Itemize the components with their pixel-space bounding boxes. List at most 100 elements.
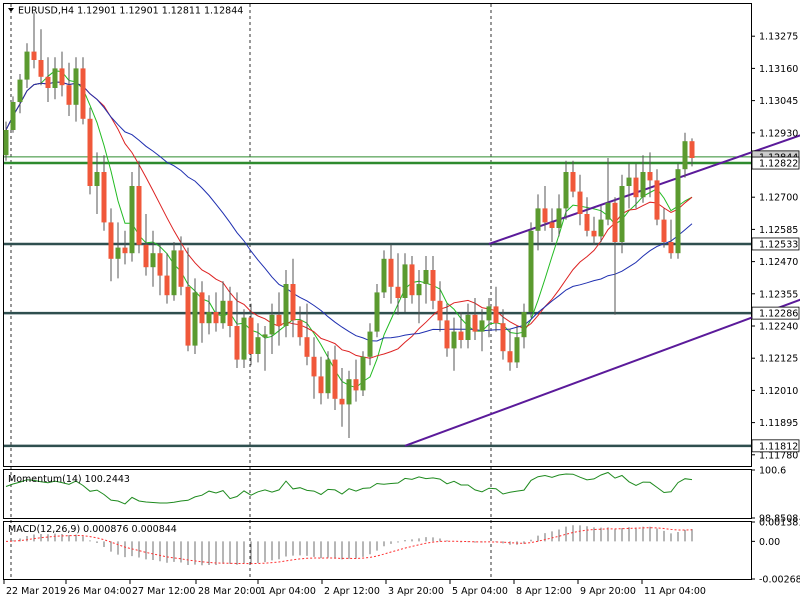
candle xyxy=(668,219,674,259)
y-tick-label: 1.12240 xyxy=(759,322,798,333)
candle-body xyxy=(605,202,611,220)
price-axis: 1.13275 1.13160 1.13045 1.12930 1.12700 1.125… xyxy=(751,32,798,461)
candle xyxy=(682,132,688,178)
candle-body xyxy=(507,351,513,363)
candle-body xyxy=(542,208,548,223)
candle-body xyxy=(185,286,191,346)
candle-body xyxy=(682,141,688,170)
level-label: 1.12822 xyxy=(751,156,800,170)
candle-body xyxy=(472,314,478,332)
macd-y-tick-label: 0.00 xyxy=(759,537,780,548)
candle-body xyxy=(206,312,212,324)
candle-body xyxy=(584,214,590,231)
candle-body xyxy=(143,244,149,268)
candle-body xyxy=(633,177,639,198)
candle xyxy=(486,298,492,338)
candle xyxy=(584,197,590,237)
candle xyxy=(661,208,667,248)
candle xyxy=(360,351,366,396)
candle xyxy=(612,197,618,315)
candle-body xyxy=(479,320,485,332)
candle-body xyxy=(514,337,520,363)
y-tick-label: 1.12930 xyxy=(759,128,798,139)
candle-body xyxy=(262,334,268,338)
candle-body xyxy=(500,323,506,352)
candle xyxy=(556,194,562,237)
candle-body xyxy=(423,270,429,284)
candle xyxy=(325,351,331,399)
candle-body xyxy=(458,331,464,340)
momentum-line xyxy=(5,471,693,505)
y-tick-label: 1.12125 xyxy=(759,354,798,365)
level-label-text: 1.12822 xyxy=(759,159,798,170)
x-tick-label: 27 Mar 12:00 xyxy=(132,586,195,597)
candle xyxy=(178,236,184,296)
candle-body xyxy=(570,172,576,192)
candle xyxy=(17,74,23,114)
candle xyxy=(570,160,576,198)
candle xyxy=(654,169,660,226)
candle-body xyxy=(360,356,366,391)
candle xyxy=(675,163,681,259)
candle xyxy=(262,326,268,371)
candle xyxy=(206,295,212,335)
candle xyxy=(633,163,639,209)
candle-body xyxy=(409,264,415,296)
candle-body xyxy=(675,169,681,254)
candle-body xyxy=(38,60,44,77)
candle xyxy=(227,286,233,338)
candle xyxy=(374,284,380,338)
candle xyxy=(192,278,198,354)
candle xyxy=(619,174,625,254)
candle-body xyxy=(52,68,58,88)
candle xyxy=(73,57,79,122)
level-label-box xyxy=(751,237,800,251)
candle-body xyxy=(346,379,352,405)
candle-body xyxy=(395,286,401,298)
candle-body xyxy=(297,320,303,338)
candle xyxy=(535,194,541,251)
candle-body xyxy=(101,172,107,223)
candle-body xyxy=(122,247,128,254)
candle xyxy=(689,138,695,167)
candle-body xyxy=(339,398,345,405)
candle xyxy=(563,160,569,220)
candle xyxy=(451,317,457,371)
candle xyxy=(395,253,401,315)
candle xyxy=(150,230,156,287)
candle xyxy=(402,253,408,312)
candle-body xyxy=(465,314,471,340)
candle-body xyxy=(241,317,247,360)
candle-body xyxy=(220,300,226,324)
candle-body xyxy=(3,130,9,156)
candle-body xyxy=(213,312,219,324)
candle xyxy=(605,158,611,226)
candle xyxy=(549,208,555,242)
candle xyxy=(164,253,170,304)
candle xyxy=(234,292,240,368)
candle xyxy=(290,258,296,338)
candlesticks xyxy=(3,12,695,438)
candle xyxy=(157,244,163,296)
triangle-down-icon[interactable] xyxy=(8,8,14,12)
candle-body xyxy=(318,376,324,394)
x-tick-label: 2 Apr 12:00 xyxy=(324,586,380,597)
level-label-text: 1.11812 xyxy=(759,441,798,452)
x-tick-label: 5 Apr 04:00 xyxy=(452,586,508,597)
candle-body xyxy=(234,326,240,360)
candle-body xyxy=(31,51,37,60)
candle xyxy=(311,337,317,399)
candle-body xyxy=(416,284,422,296)
candle-body xyxy=(108,222,114,259)
candle-body xyxy=(374,292,380,332)
momentum-title: Momentum(14) 100.2443 xyxy=(8,474,130,485)
candle xyxy=(171,242,177,301)
candle xyxy=(493,286,499,332)
candle xyxy=(10,96,16,133)
y-tick-label: 1.13045 xyxy=(759,96,798,107)
candle-body xyxy=(668,242,674,254)
candle-body xyxy=(598,219,604,237)
ma-medium-line xyxy=(5,81,693,359)
candle-body xyxy=(311,356,317,377)
